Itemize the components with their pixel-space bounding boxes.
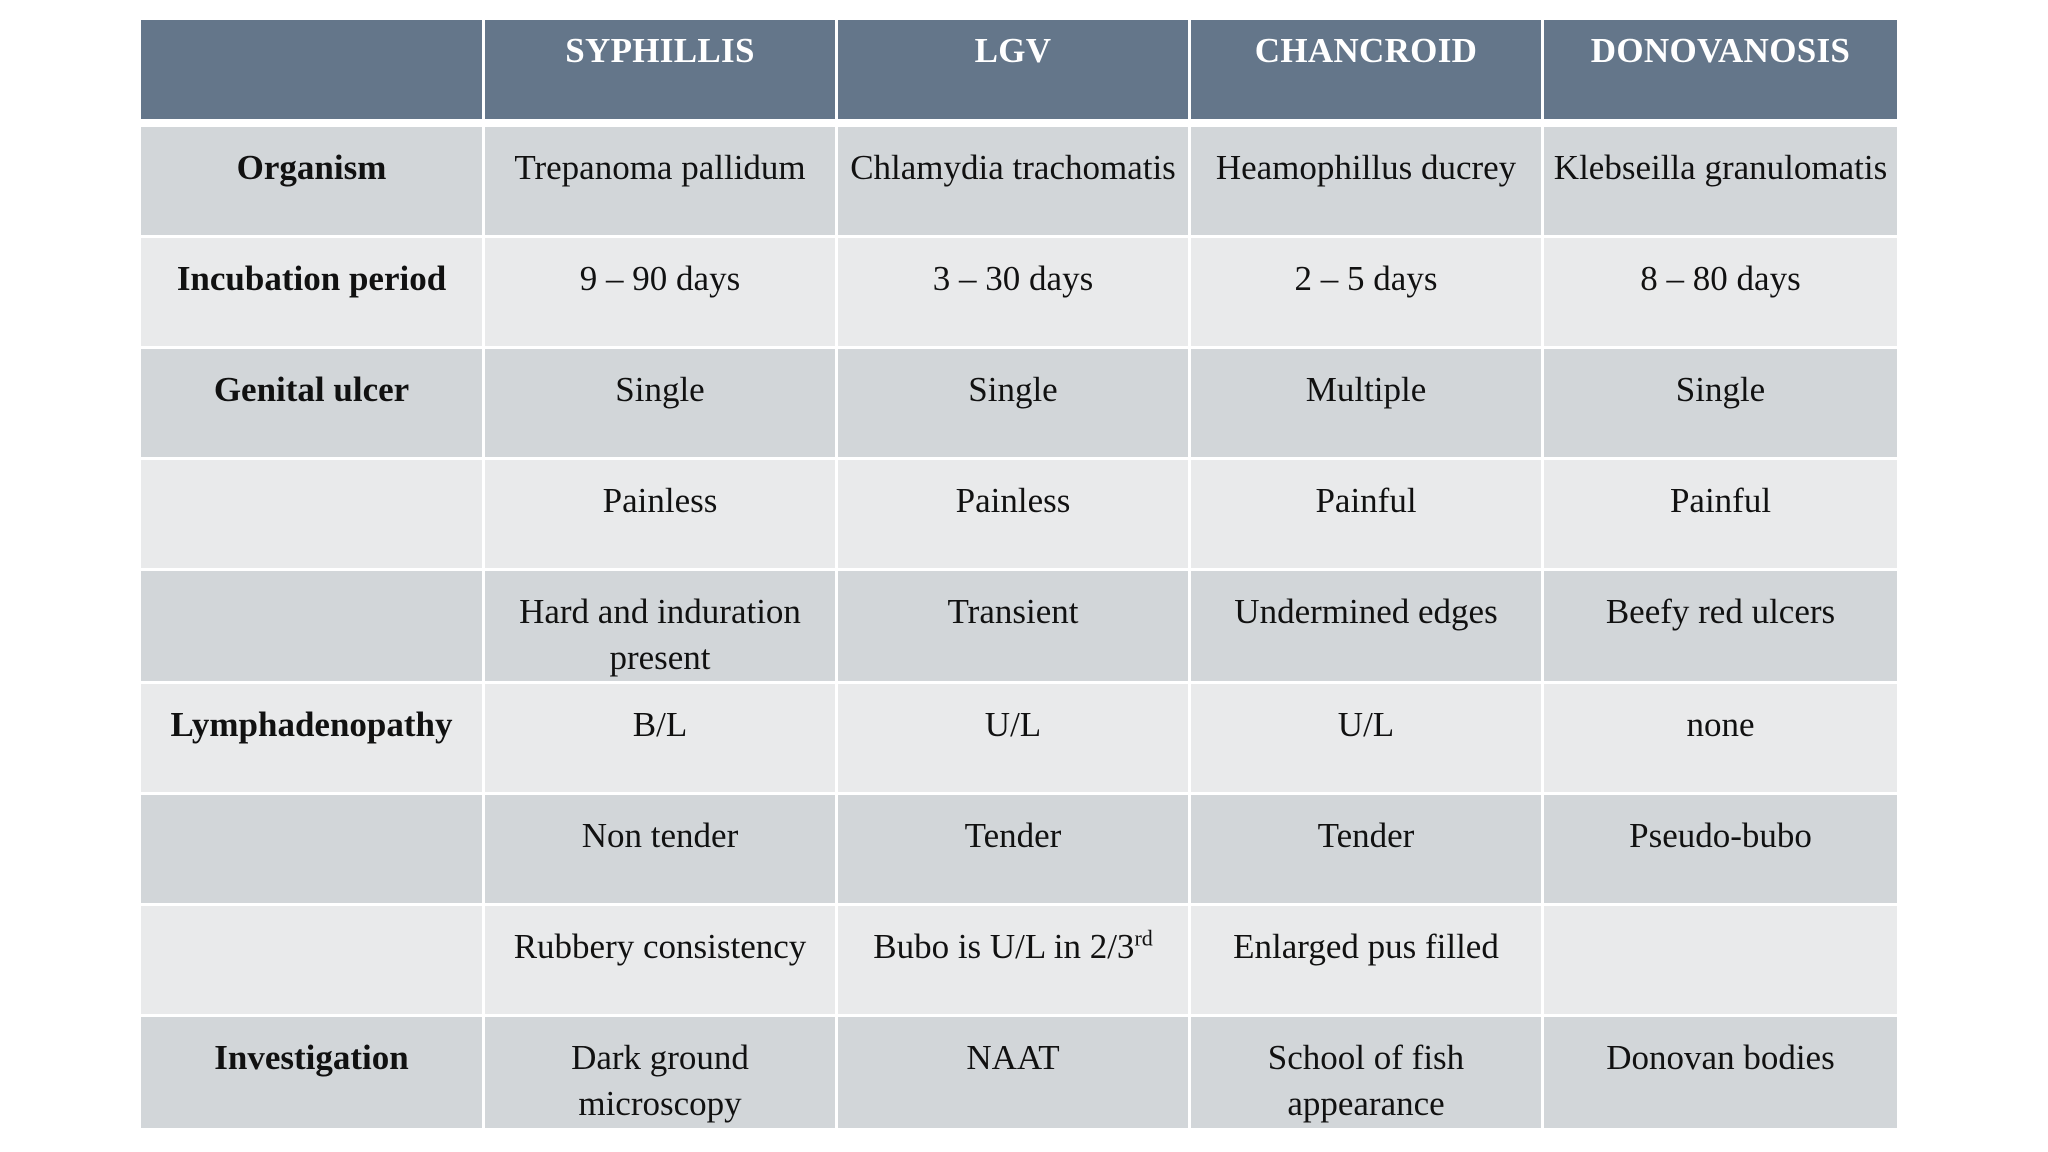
row-label: Investigation [141,1017,485,1128]
table-cell: Heamophillus ducrey [1191,127,1544,238]
table-cell: Chlamydia trachomatis [838,127,1191,238]
table-cell: Transient [838,571,1191,684]
table-row-node-character: Rubbery consistency Bubo is U/L in 2/3rd… [141,906,1897,1017]
row-label [141,795,485,906]
cell-text: Bubo is U/L in 2/3 [873,927,1135,966]
table-cell: Klebseilla granulomatis [1544,127,1897,238]
table-cell: Single [838,349,1191,460]
table-row-investigation: Investigation Dark ground microscopy NAA… [141,1017,1897,1128]
table-cell: Painful [1544,460,1897,571]
table-row-genital-ulcer: Genital ulcer Single Single Multiple Sin… [141,349,1897,460]
row-label [141,460,485,571]
table-cell: Hard and induration present [485,571,838,684]
comparison-table-container: SYPHILLIS LGV CHANCROID DONOVANOSIS Orga… [141,20,1897,1128]
row-label [141,906,485,1017]
table-cell: Pseudo-bubo [1544,795,1897,906]
table-cell: School of fish appearance [1191,1017,1544,1128]
table-row-lymphadenopathy: Lymphadenopathy B/L U/L U/L none [141,684,1897,795]
table-cell: Single [1544,349,1897,460]
table-row-incubation: Incubation period 9 – 90 days 3 – 30 day… [141,238,1897,349]
ordinal-superscript: rd [1134,925,1153,951]
table-cell: B/L [485,684,838,795]
table-cell: Bubo is U/L in 2/3rd [838,906,1191,1017]
table-cell: Dark ground microscopy [485,1017,838,1128]
table-cell: 9 – 90 days [485,238,838,349]
header-syphilis: SYPHILLIS [485,20,838,127]
table-cell: none [1544,684,1897,795]
header-chancroid: CHANCROID [1191,20,1544,127]
table-row-ulcer-pain: Painless Painless Painful Painful [141,460,1897,571]
row-label: Genital ulcer [141,349,485,460]
table-cell: Single [485,349,838,460]
table-row-ulcer-character: Hard and induration present Transient Un… [141,571,1897,684]
table-cell [1544,906,1897,1017]
table-cell: 2 – 5 days [1191,238,1544,349]
row-label: Organism [141,127,485,238]
table-cell: Tender [1191,795,1544,906]
row-label: Lymphadenopathy [141,684,485,795]
header-row: SYPHILLIS LGV CHANCROID DONOVANOSIS [141,20,1897,127]
table-cell: NAAT [838,1017,1191,1128]
table-cell: Rubbery consistency [485,906,838,1017]
table-cell: Trepanoma pallidum [485,127,838,238]
table-row-node-tenderness: Non tender Tender Tender Pseudo-bubo [141,795,1897,906]
table-row-organism: Organism Trepanoma pallidum Chlamydia tr… [141,127,1897,238]
std-comparison-table: SYPHILLIS LGV CHANCROID DONOVANOSIS Orga… [141,20,1897,1128]
header-corner [141,20,485,127]
table-cell: Enlarged pus filled [1191,906,1544,1017]
table-cell: Tender [838,795,1191,906]
row-label [141,571,485,684]
table-cell: Painful [1191,460,1544,571]
table-cell: Beefy red ulcers [1544,571,1897,684]
table-cell: 8 – 80 days [1544,238,1897,349]
table-cell: Multiple [1191,349,1544,460]
header-donovanosis: DONOVANOSIS [1544,20,1897,127]
table-cell: Painless [838,460,1191,571]
table-cell: U/L [1191,684,1544,795]
table-cell: 3 – 30 days [838,238,1191,349]
table-cell: Painless [485,460,838,571]
table-cell: U/L [838,684,1191,795]
table-cell: Donovan bodies [1544,1017,1897,1128]
header-lgv: LGV [838,20,1191,127]
table-cell: Undermined edges [1191,571,1544,684]
table-cell: Non tender [485,795,838,906]
row-label: Incubation period [141,238,485,349]
